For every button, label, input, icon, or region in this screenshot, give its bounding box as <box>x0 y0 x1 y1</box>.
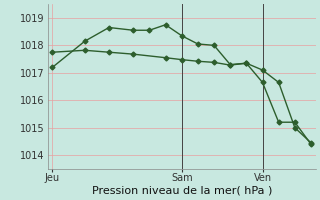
X-axis label: Pression niveau de la mer( hPa ): Pression niveau de la mer( hPa ) <box>92 186 272 196</box>
